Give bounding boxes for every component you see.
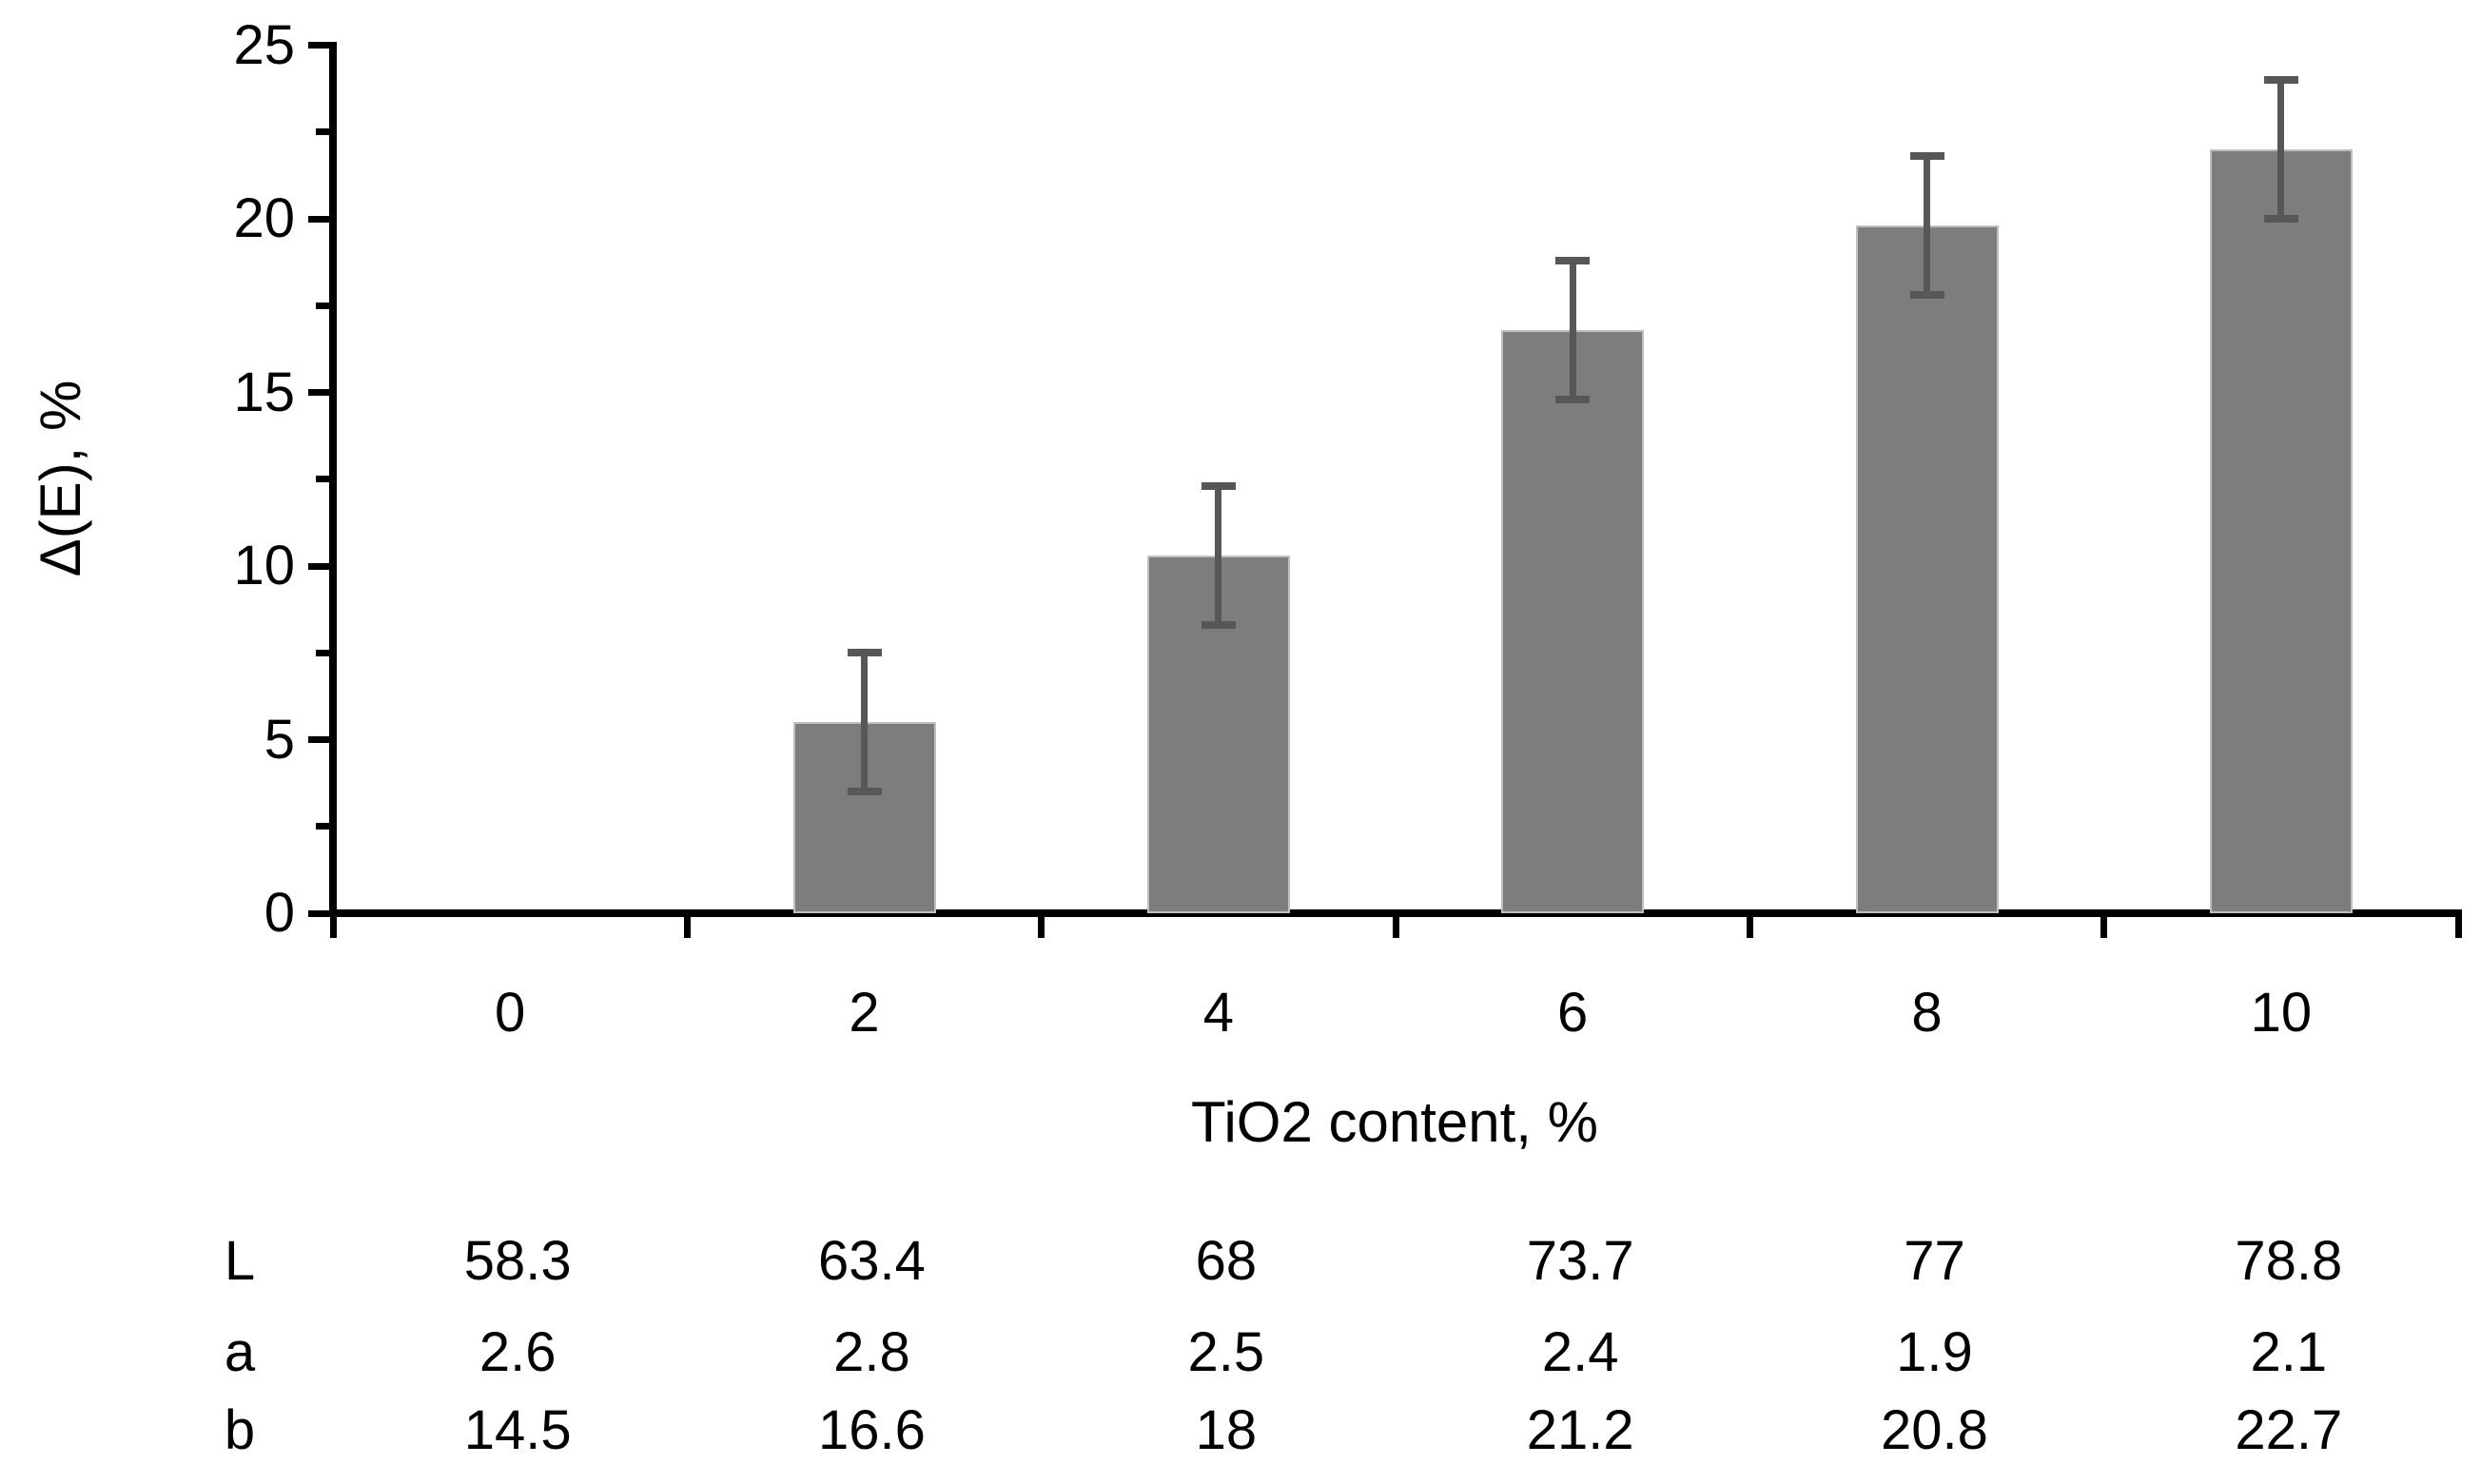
table-row-label: L [224,1230,256,1292]
x-tick [2100,909,2108,938]
table-cell: 2.1 [2250,1321,2328,1383]
error-bar-whisker [1215,486,1222,626]
x-category-label: 2 [849,982,880,1044]
table-cell: 68 [1195,1230,1258,1292]
bar [1855,225,1999,913]
x-category-label: 6 [1557,982,1589,1044]
y-tick-label: 20 [233,187,295,249]
table-cell: 2.6 [479,1321,557,1383]
error-bar-whisker [861,653,868,792]
y-axis-line [329,42,337,917]
bar [1501,329,1645,913]
y-minor-tick [316,302,329,309]
error-bar-cap-top [1201,482,1236,491]
error-bar-whisker [2277,80,2285,219]
table-cell: 78.8 [2235,1230,2343,1292]
y-tick-label: 10 [233,535,295,596]
table-cell: 18 [1195,1399,1258,1461]
table-cell: 21.2 [1526,1399,1634,1461]
error-bar-cap-top [2263,76,2298,84]
error-bar-cap-top [1555,256,1591,264]
y-major-tick [308,215,329,223]
x-axis-title: TiO2 content, % [1191,1090,1598,1154]
error-bar-cap-top [1909,152,1944,161]
x-tick [1038,909,1045,938]
table-cell: 16.6 [818,1399,926,1461]
table-cell: 58.3 [463,1230,572,1292]
x-tick [329,909,337,938]
x-category-label: 0 [495,982,526,1044]
bar [2209,149,2353,913]
error-bar-cap-bottom [2263,215,2298,223]
table-row-label: b [224,1399,256,1461]
y-minor-tick [316,823,329,830]
error-bar-cap-bottom [847,788,882,796]
table-cell: 2.8 [833,1321,910,1383]
y-major-tick [308,562,329,570]
table-cell: 73.7 [1526,1230,1634,1292]
table-cell: 77 [1904,1230,1965,1292]
table-cell: 2.4 [1541,1321,1619,1383]
x-tick [683,909,691,938]
y-tick-label: 5 [264,708,295,771]
table-cell: 14.5 [463,1399,572,1461]
y-minor-tick [316,649,329,656]
x-category-label: 4 [1202,982,1234,1044]
y-major-tick [308,736,329,743]
table-cell: 63.4 [818,1230,926,1292]
error-bar-cap-bottom [1909,291,1944,300]
y-axis-title: Δ(E), % [29,380,92,577]
y-major-tick [308,389,329,396]
y-tick-label: 0 [264,882,295,944]
table-cell: 22.7 [2235,1399,2343,1461]
error-bar-cap-bottom [1201,621,1236,630]
x-category-label: 10 [2250,982,2313,1044]
y-minor-tick [316,476,329,483]
x-category-label: 8 [1911,982,1943,1044]
error-bar-whisker [1569,260,1576,400]
y-minor-tick [316,128,329,136]
table-cell: 2.5 [1187,1321,1265,1383]
table-cell: 20.8 [1881,1399,1988,1461]
x-tick [1392,909,1399,938]
y-major-tick [308,42,329,49]
x-tick [1746,909,1753,938]
error-bar-cap-bottom [1555,395,1591,403]
table-cell: 1.9 [1896,1321,1973,1383]
error-bar-cap-top [847,649,882,657]
error-bar-whisker [1924,156,1930,296]
y-major-tick [308,909,329,917]
y-tick-label: 15 [233,361,295,423]
y-tick-label: 25 [233,13,295,76]
x-tick [2454,909,2462,938]
table-row-label: a [224,1321,256,1383]
